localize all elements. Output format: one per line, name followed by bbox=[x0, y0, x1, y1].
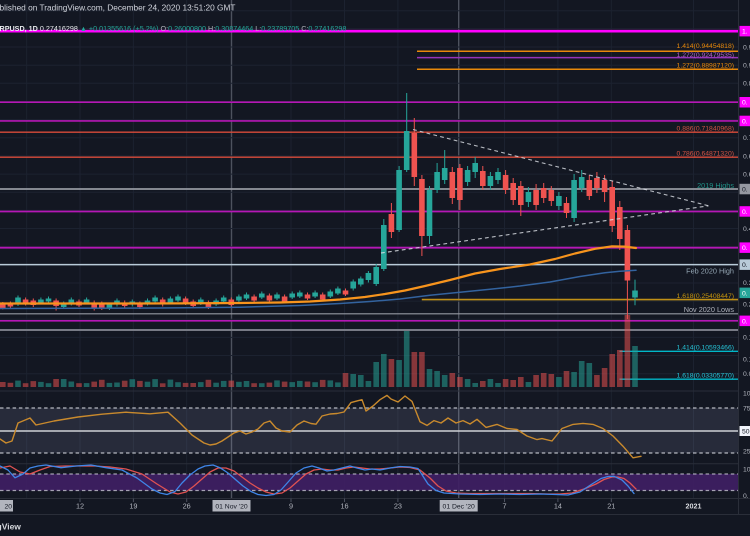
svg-text:2021: 2021 bbox=[686, 502, 702, 511]
svg-text:1.414(0.10593466): 1.414(0.10593466) bbox=[677, 345, 734, 352]
svg-text:0.: 0. bbox=[742, 245, 748, 252]
svg-text:9: 9 bbox=[289, 502, 293, 511]
svg-text:1.272(0.88987120): 1.272(0.88987120) bbox=[677, 63, 734, 70]
svg-text:0.15: 0.15 bbox=[743, 335, 750, 342]
svg-text:1.414(0.94454818): 1.414(0.94454818) bbox=[677, 43, 734, 50]
svg-text:7: 7 bbox=[502, 502, 506, 511]
svg-text:1.: 1. bbox=[742, 29, 748, 36]
svg-text:0.10: 0.10 bbox=[743, 357, 750, 364]
svg-text:0.60: 0.60 bbox=[743, 172, 750, 179]
svg-text:0.: 0. bbox=[742, 187, 748, 194]
svg-text:0.: 0. bbox=[742, 118, 748, 125]
svg-text:0.25: 0.25 bbox=[743, 302, 750, 309]
svg-text:0.45: 0.45 bbox=[743, 226, 750, 233]
svg-text:19: 19 bbox=[129, 502, 137, 511]
svg-text:21: 21 bbox=[607, 502, 615, 511]
svg-text:2019 Highs: 2019 Highs bbox=[697, 181, 734, 190]
svg-text:0.05: 0.05 bbox=[743, 371, 750, 378]
svg-text:0.: 0. bbox=[743, 493, 749, 500]
svg-text:0.: 0. bbox=[742, 209, 748, 216]
svg-text:Feb 2020 High: Feb 2020 High bbox=[686, 267, 734, 276]
svg-text:10: 10 bbox=[743, 391, 750, 398]
svg-text:0.70: 0.70 bbox=[743, 135, 750, 142]
svg-text:14: 14 bbox=[554, 502, 562, 511]
svg-text:26: 26 bbox=[183, 502, 191, 511]
svg-text:20: 20 bbox=[4, 504, 12, 511]
svg-text:1.618(0.25408447): 1.618(0.25408447) bbox=[677, 293, 734, 300]
svg-text:50: 50 bbox=[742, 429, 750, 436]
svg-text:75: 75 bbox=[743, 406, 750, 413]
svg-text:0.: 0. bbox=[742, 318, 748, 325]
svg-text:0.30: 0.30 bbox=[743, 280, 750, 287]
svg-text:blished on TradingView.com, De: blished on TradingView.com, December 24,… bbox=[0, 3, 235, 13]
svg-text:1.272(0.92479535): 1.272(0.92479535) bbox=[677, 52, 734, 59]
svg-text:0.886(0.71840968): 0.886(0.71840968) bbox=[677, 126, 734, 133]
svg-text:0.90: 0.90 bbox=[743, 63, 750, 70]
svg-text:0.65: 0.65 bbox=[743, 153, 750, 160]
svg-text:01 Dec '20: 01 Dec '20 bbox=[443, 504, 476, 511]
svg-text:0.: 0. bbox=[742, 100, 748, 107]
svg-text:0.786(0.64871320): 0.786(0.64871320) bbox=[677, 151, 734, 158]
svg-text:1.618(0.03305770): 1.618(0.03305770) bbox=[677, 373, 734, 380]
svg-text:Nov 2020 Lows: Nov 2020 Lows bbox=[684, 305, 735, 314]
svg-text:gView: gView bbox=[0, 522, 21, 532]
svg-text:23: 23 bbox=[394, 502, 402, 511]
svg-text:01 Nov '20: 01 Nov '20 bbox=[215, 504, 248, 511]
svg-text:10: 10 bbox=[743, 467, 750, 474]
svg-text:0.: 0. bbox=[742, 290, 748, 297]
svg-text:0.95: 0.95 bbox=[743, 45, 750, 52]
svg-text:RPUSD, 1D 0.27416298 ▲ +0.0135: RPUSD, 1D 0.27416298 ▲ +0.01355616 (+5.2… bbox=[0, 24, 346, 33]
svg-text:12: 12 bbox=[76, 502, 84, 511]
svg-text:0.85: 0.85 bbox=[743, 81, 750, 88]
svg-text:16: 16 bbox=[340, 502, 348, 511]
svg-text:0.: 0. bbox=[742, 262, 748, 269]
svg-text:25: 25 bbox=[743, 449, 750, 456]
